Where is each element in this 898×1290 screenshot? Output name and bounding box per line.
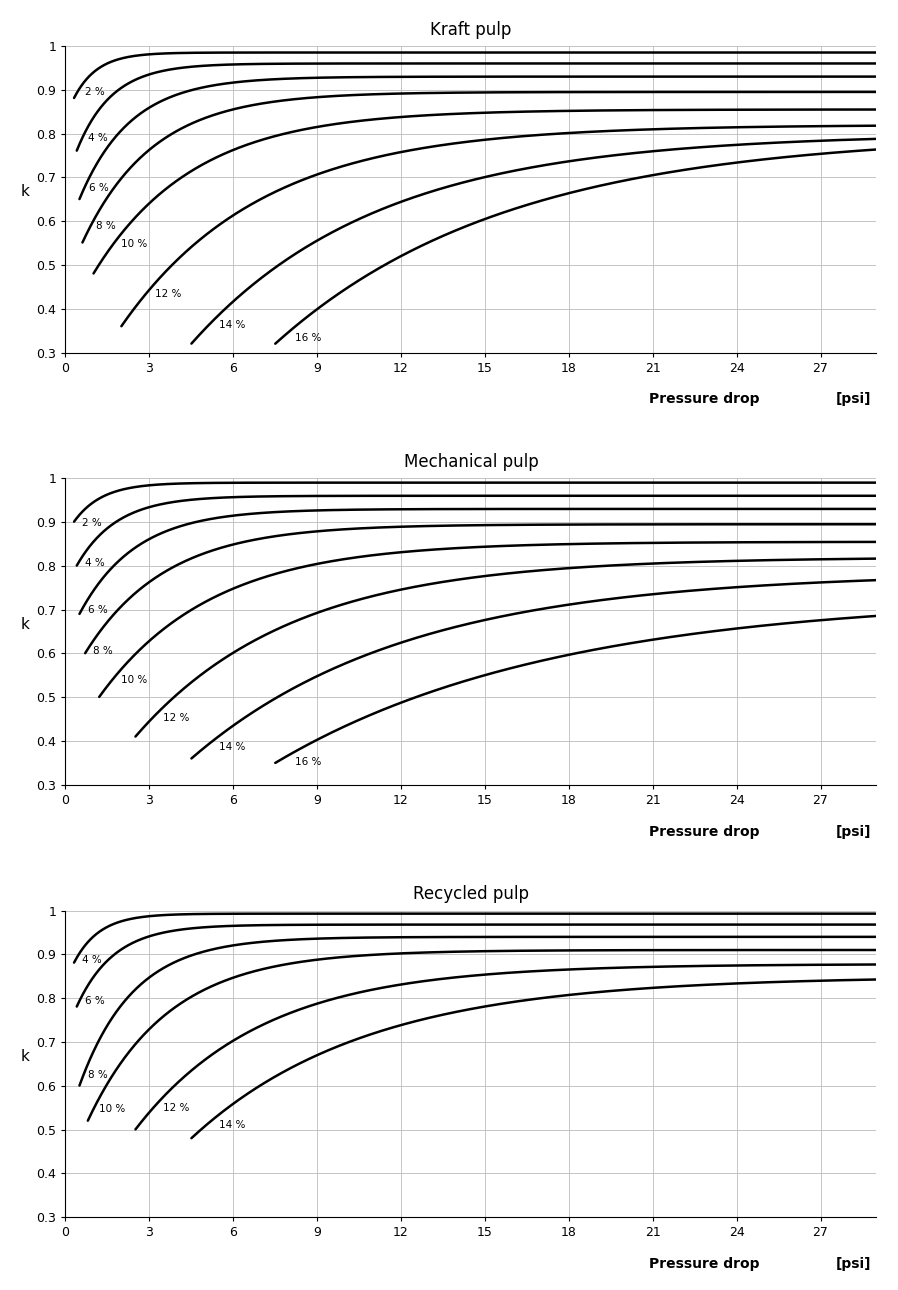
Title: Kraft pulp: Kraft pulp — [430, 21, 512, 39]
Text: 10 %: 10 % — [99, 1104, 125, 1115]
Text: Pressure drop: Pressure drop — [649, 1256, 760, 1271]
Y-axis label: k: k — [21, 184, 30, 199]
Text: 8 %: 8 % — [93, 646, 113, 657]
Text: [psi]: [psi] — [836, 392, 871, 406]
Text: 6 %: 6 % — [85, 996, 105, 1006]
Title: Recycled pulp: Recycled pulp — [413, 885, 529, 903]
Text: 8 %: 8 % — [96, 222, 116, 231]
Text: 16 %: 16 % — [295, 333, 321, 343]
Text: 4 %: 4 % — [88, 133, 108, 143]
Text: 2 %: 2 % — [83, 517, 102, 528]
Text: 10 %: 10 % — [121, 675, 147, 685]
Text: Pressure drop: Pressure drop — [649, 824, 760, 839]
Text: 2 %: 2 % — [85, 86, 105, 97]
Text: 12 %: 12 % — [163, 713, 189, 722]
Y-axis label: k: k — [21, 1049, 30, 1064]
Text: 6 %: 6 % — [89, 183, 109, 194]
Text: 12 %: 12 % — [155, 289, 181, 299]
Y-axis label: k: k — [21, 617, 30, 632]
Text: Pressure drop: Pressure drop — [649, 392, 760, 406]
Text: 4 %: 4 % — [83, 955, 102, 965]
Text: 8 %: 8 % — [88, 1069, 108, 1080]
Text: [psi]: [psi] — [836, 824, 871, 839]
Text: 10 %: 10 % — [121, 239, 147, 249]
Text: 4 %: 4 % — [85, 559, 105, 569]
Text: [psi]: [psi] — [836, 1256, 871, 1271]
Text: 6 %: 6 % — [88, 605, 108, 615]
Title: Mechanical pulp: Mechanical pulp — [403, 453, 538, 471]
Text: 14 %: 14 % — [219, 1120, 246, 1130]
Text: 16 %: 16 % — [295, 757, 321, 768]
Text: 14 %: 14 % — [219, 320, 246, 330]
Text: 14 %: 14 % — [219, 742, 246, 752]
Text: 12 %: 12 % — [163, 1103, 189, 1112]
